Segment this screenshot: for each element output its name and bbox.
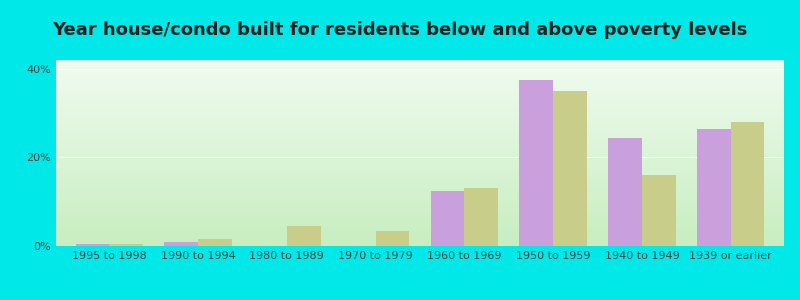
Bar (376, 230, 410, 246)
Bar (608, 137, 642, 246)
Bar (164, 242, 198, 246)
Bar (287, 226, 321, 246)
Bar (553, 91, 587, 246)
Bar (198, 239, 232, 246)
Bar (697, 129, 730, 246)
Bar (430, 190, 464, 246)
Text: Year house/condo built for residents below and above poverty levels: Year house/condo built for residents bel… (52, 21, 748, 39)
Bar (642, 175, 676, 246)
Bar (464, 188, 498, 246)
Bar (730, 122, 765, 246)
Bar (75, 244, 110, 246)
Bar (519, 80, 553, 246)
Bar (110, 244, 143, 246)
